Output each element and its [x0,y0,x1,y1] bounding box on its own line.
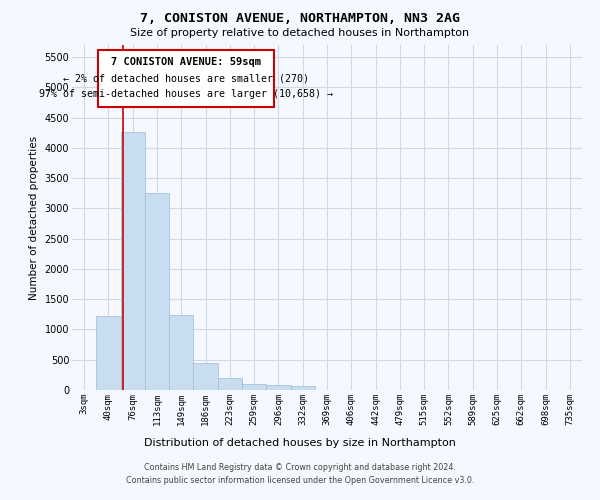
Text: Distribution of detached houses by size in Northampton: Distribution of detached houses by size … [144,438,456,448]
Text: Size of property relative to detached houses in Northampton: Size of property relative to detached ho… [130,28,470,38]
Bar [145,192,169,390]
Bar [121,132,145,390]
Bar [169,315,193,390]
Text: 7, CONISTON AVENUE, NORTHAMPTON, NN3 2AG: 7, CONISTON AVENUE, NORTHAMPTON, NN3 2AG [140,12,460,26]
Bar [266,385,290,390]
Bar [242,384,266,390]
Bar [96,316,121,390]
Text: ← 2% of detached houses are smaller (270): ← 2% of detached houses are smaller (270… [62,74,308,84]
Y-axis label: Number of detached properties: Number of detached properties [29,136,39,300]
Text: 7 CONISTON AVENUE: 59sqm: 7 CONISTON AVENUE: 59sqm [110,58,260,68]
FancyBboxPatch shape [97,50,274,106]
Bar [193,363,218,390]
Text: Contains HM Land Registry data © Crown copyright and database right 2024.: Contains HM Land Registry data © Crown c… [144,464,456,472]
Text: Contains public sector information licensed under the Open Government Licence v3: Contains public sector information licen… [126,476,474,485]
Bar [290,386,315,390]
Bar [218,378,242,390]
Text: 97% of semi-detached houses are larger (10,658) →: 97% of semi-detached houses are larger (… [38,89,332,99]
